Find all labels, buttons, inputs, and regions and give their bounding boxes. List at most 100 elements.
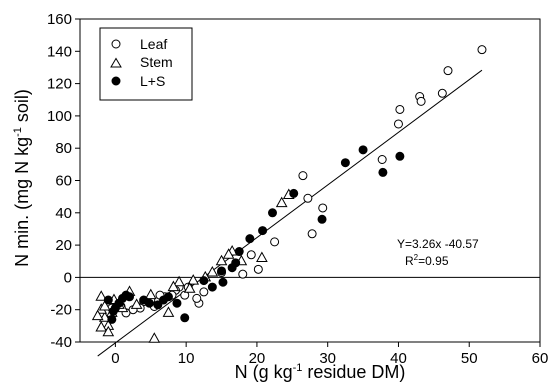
point-stem [144,288,157,300]
point-l-s [234,247,244,257]
point-l-s [289,188,299,198]
tick-layer: 0 10 20 30 40 50 60 -40 -20 0 20 40 60 80 100 120 140 160 [47,11,548,367]
point-l-s [180,313,190,323]
point-leaf [437,88,447,98]
point-leaf [253,264,263,274]
legend-marker-ls [111,76,121,86]
point-l-s [199,276,209,286]
point-l-s [218,277,228,287]
point-stem [256,251,268,263]
point-l-s [245,234,255,244]
point-l-s [103,295,113,305]
y-tick-label: 120 [47,76,72,93]
point-stem [183,282,196,293]
point-l-s [159,295,169,305]
point-leaf [477,45,487,55]
point-l-s [258,226,268,236]
point-l-s [207,282,217,292]
point-l-s [217,266,227,276]
point-leaf [416,96,426,106]
r-squared-symbol: R [405,254,414,268]
r-squared-label: R2=0.95 [405,253,449,268]
regression-equation: Y=3.26x -40.57 [397,237,479,251]
y-tick-label: -20 [50,302,72,319]
r-squared-value: =0.95 [418,254,449,268]
x-axis-title-superscript: -1 [293,362,303,374]
point-leaf [238,269,248,279]
point-leaf [395,104,405,114]
point-leaf [298,171,308,181]
point-leaf [246,250,256,260]
point-leaf [303,193,313,203]
point-stem [187,274,200,285]
point-leaf [270,237,280,247]
y-tick-label: 20 [55,237,72,254]
point-l-s [340,158,350,168]
point-stem [206,266,219,277]
point-stem [167,280,180,292]
r-squared-superscript: 2 [414,253,419,262]
legend-marker-stem [110,57,122,68]
legend-label-ls: L+S [140,73,165,89]
point-l-s [108,306,118,316]
point-l-s [358,145,368,155]
point-l-s [153,300,163,310]
legend-label-leaf: Leaf [140,36,167,52]
point-l-s [139,295,149,305]
point-stem [222,248,235,259]
point-l-s [317,214,327,224]
legend-marker-leaf [111,39,121,49]
point-leaf [318,203,328,213]
x-tick-label: 60 [532,350,549,367]
point-l-s [172,298,182,308]
point-stem [95,290,108,301]
point-stem [148,332,161,343]
point-stem [91,309,104,321]
y-tick-label: 80 [55,140,72,157]
y-tick-label: 100 [47,108,72,125]
point-stem [215,254,228,266]
point-stem [102,325,115,337]
y-tick-label: 0 [64,269,72,286]
point-stem [95,320,108,332]
point-leaf [307,229,317,239]
point-leaf [377,155,387,165]
point-stem [162,306,175,317]
x-tick-label: 40 [390,350,407,367]
point-stem [130,298,143,309]
legend: Leaf Stem L+S [99,27,193,101]
regression-line [97,69,483,357]
x-axis-title-main: N (g kg [235,362,293,382]
y-axis-title-tail: soil) [12,89,32,127]
point-stem [173,275,185,287]
x-tick-label: 0 [111,350,119,367]
point-leaf [393,119,403,129]
point-l-s [107,314,117,324]
y-tick-label: 60 [55,173,72,190]
y-axis-title-superscript: -1 [12,127,24,137]
y-tick-label: 160 [47,11,72,28]
x-tick-label: 50 [461,350,478,367]
x-tick-label: 20 [249,350,266,367]
point-l-s [267,208,277,218]
x-tick-label: 10 [178,350,195,367]
point-leaf [192,293,202,303]
y-tick-label: -40 [50,334,72,351]
x-axis-title: N (g kg-1 residue DM) [235,362,406,382]
point-stem [275,196,288,208]
data-points [91,45,487,343]
x-axis-title-tail: residue DM) [302,362,405,382]
legend-label-stem: Stem [140,54,173,70]
y-tick-label: 40 [55,205,72,222]
y-axis-title: N min. (mg N kg-1 soil) [12,89,32,267]
point-stem [98,299,111,311]
y-tick-label: 140 [47,43,72,60]
point-leaf [199,287,209,297]
point-l-s [395,151,405,161]
point-l-s [227,263,237,273]
point-l-s [378,167,388,177]
x-tick-label: 30 [319,350,336,367]
point-leaf [443,66,453,76]
y-axis-title-main: N min. (mg N kg [12,137,32,267]
